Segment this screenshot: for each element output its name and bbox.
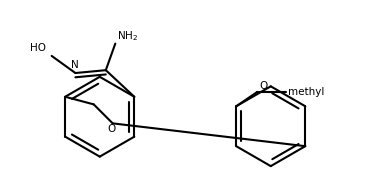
Text: O: O — [259, 81, 267, 91]
Text: NH$_2$: NH$_2$ — [117, 29, 138, 43]
Text: O: O — [108, 124, 116, 134]
Text: N: N — [71, 60, 78, 70]
Text: HO: HO — [30, 43, 46, 53]
Text: methyl: methyl — [288, 87, 325, 97]
